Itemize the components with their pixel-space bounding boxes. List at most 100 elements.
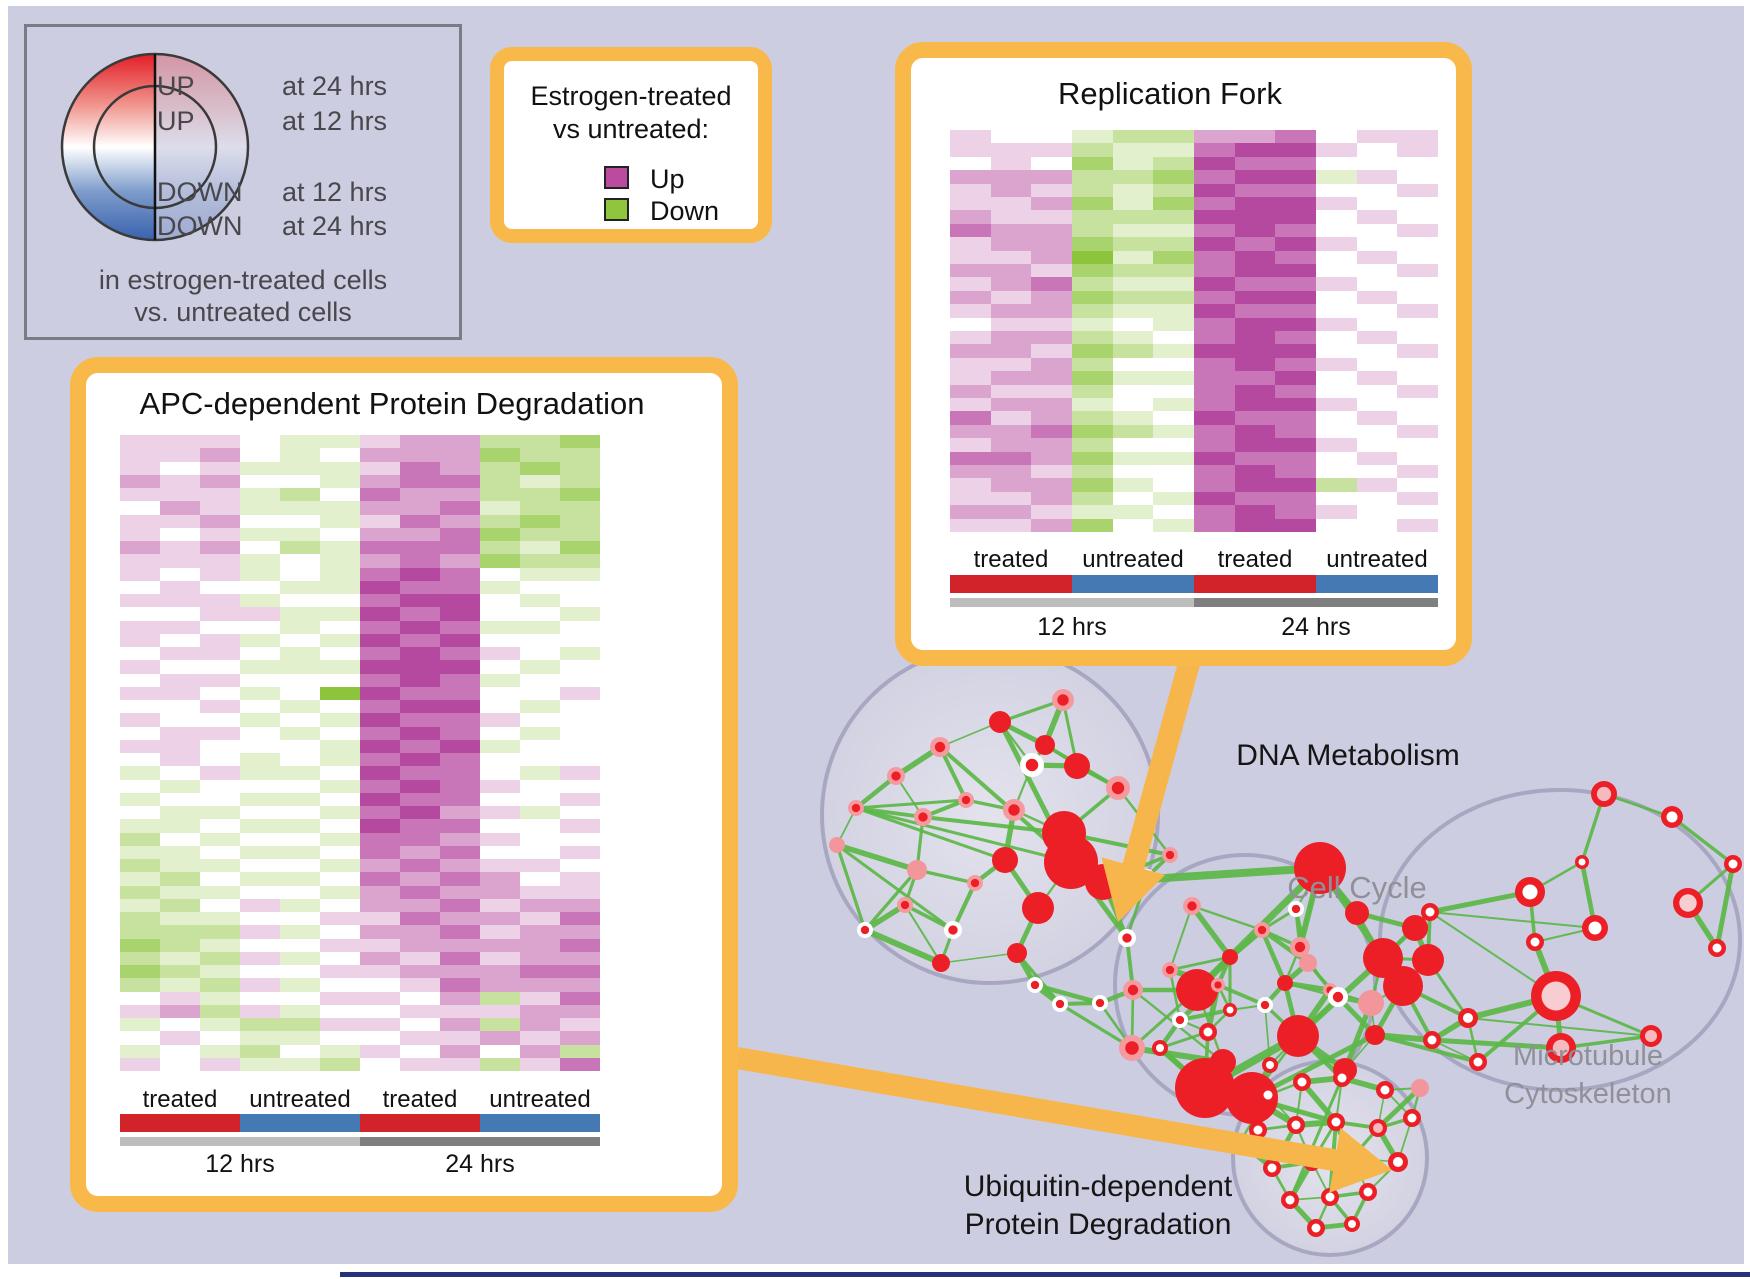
heatmap-cell [1356, 411, 1398, 425]
heatmap-cell [400, 779, 440, 793]
heatmap-cell [1275, 237, 1316, 251]
heatmap-cell [1275, 156, 1316, 171]
time-bar-segment [360, 1137, 600, 1146]
heatmap-cell [1031, 478, 1072, 492]
heatmap-cell [990, 451, 1032, 465]
heatmap-cell [560, 501, 600, 515]
heatmap-cell [120, 620, 160, 634]
heatmap-cell [360, 819, 400, 833]
heatmap-cell [560, 448, 600, 462]
rf-panel-title: Replication Fork [1058, 76, 1282, 111]
network-node-core [1644, 1029, 1658, 1043]
heatmap-cell [120, 673, 160, 687]
heatmap-cell [400, 514, 440, 528]
heatmap-cell [360, 938, 400, 952]
heatmap-cell [1072, 357, 1113, 372]
heatmap-cell [240, 832, 280, 846]
heatmap-cell [1234, 317, 1276, 331]
heatmap-cell [360, 885, 400, 899]
heatmap-cell [1234, 357, 1276, 372]
heatmap-cell [1234, 451, 1276, 465]
heatmap-cell [520, 978, 560, 992]
heatmap-cell [200, 1057, 240, 1071]
heatmap-cell [1031, 411, 1072, 425]
network-edge [1191, 904, 1263, 932]
heatmap-cell [1194, 170, 1235, 184]
heatmap-cell [1112, 357, 1154, 372]
heatmap-cell [1112, 223, 1154, 238]
heatmap-cell [480, 1044, 520, 1058]
heatmap-cell [280, 779, 320, 793]
heatmap-cell [480, 686, 520, 700]
heatmap-cell [320, 726, 360, 740]
heatmap-cell [320, 448, 360, 462]
heatmap-cell [120, 885, 160, 899]
heatmap-cell [160, 1044, 200, 1058]
heatmap-cell [200, 845, 240, 859]
heatmap-cell [1031, 344, 1072, 358]
heatmap-cell [280, 554, 320, 568]
heatmap-cell [1275, 491, 1316, 506]
heatmap-cell [440, 792, 480, 806]
heatmap-cell [1275, 464, 1316, 479]
heatmap-cell [1234, 196, 1276, 211]
heatmap-cell [240, 872, 280, 886]
heatmap-cell [440, 806, 480, 820]
heatmap-cell [440, 1031, 480, 1045]
network-node-core [1425, 907, 1435, 917]
heatmap-cell [360, 978, 400, 992]
network-node-core [1260, 1000, 1270, 1010]
heatmap-cell [1275, 411, 1316, 425]
heatmap-cell [1031, 438, 1072, 452]
time-bar-segment [1194, 598, 1438, 607]
heatmap-cell [1234, 156, 1276, 171]
heatmap-cell [400, 713, 440, 727]
heatmap-cell [1234, 277, 1276, 291]
heatmap-cell [200, 567, 240, 581]
heatmap-cell [120, 845, 160, 859]
heatmap-cell [1194, 330, 1235, 345]
heatmap-cell [1397, 438, 1438, 452]
heatmap-cell [1031, 357, 1072, 372]
heatmap-cell [360, 620, 400, 634]
network-node-core [1325, 1192, 1335, 1202]
heatmap-cell [1234, 518, 1276, 532]
heatmap-cell [120, 1031, 160, 1045]
heatmap-cell [280, 620, 320, 634]
heatmap-cell [1234, 397, 1276, 412]
heatmap-cell [1316, 491, 1357, 506]
heatmap-cell [1275, 505, 1316, 519]
heatmap-cell [200, 580, 240, 594]
heatmap-cell [280, 448, 320, 462]
condition-group-label: untreated [249, 1086, 351, 1113]
heatmap-cell [1153, 357, 1194, 372]
heatmap-cell [160, 541, 200, 555]
heatmap-cell [1031, 237, 1072, 251]
heatmap-cell [560, 938, 600, 952]
heatmap-cell [280, 1044, 320, 1058]
heatmap-cell [950, 170, 991, 184]
heatmap-cell [1234, 304, 1276, 318]
network-edge [863, 868, 919, 932]
heatmap-cell [480, 925, 520, 939]
heatmap-cell [360, 594, 400, 608]
heatmap-cell [1072, 263, 1113, 278]
network-node-core [934, 741, 946, 753]
heatmap-cell [400, 527, 440, 541]
heatmap-cell [990, 277, 1032, 291]
network-edge [1429, 911, 1596, 929]
heatmap-cell [1031, 143, 1072, 157]
heatmap-cell [1112, 505, 1154, 519]
network-node-core [1596, 786, 1612, 802]
cell-cycle-label: Cell Cycle [1287, 869, 1427, 907]
heatmap-cell [320, 753, 360, 767]
heatmap-cell [990, 505, 1032, 519]
heatmap-cell [990, 130, 1032, 144]
time-label: 12 hrs [1037, 613, 1107, 641]
condition-bar-segment [1072, 575, 1194, 593]
heatmap-cell [440, 912, 480, 926]
heatmap-cell [400, 1018, 440, 1032]
legend-direction: UP [157, 106, 195, 136]
heatmap-cell [360, 554, 400, 568]
heatmap-cell [1072, 290, 1113, 305]
